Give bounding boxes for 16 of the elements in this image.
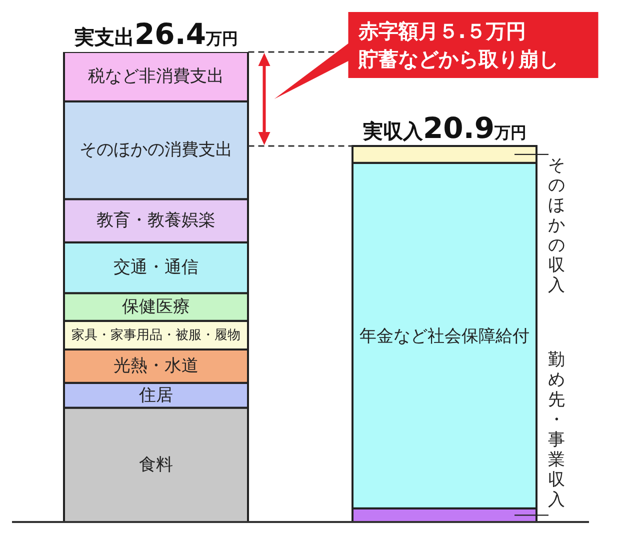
series-label: 光熱・水道 — [114, 356, 198, 376]
series-label: 交通・通信 — [114, 258, 198, 278]
series-label: 住居 — [138, 385, 173, 406]
series-label: そのほかの収入 — [548, 155, 565, 296]
series-label: 勤め先・事業収入 — [548, 350, 565, 510]
annotation: 貯蓄などから取り崩し — [357, 47, 558, 71]
series-label: 税など非消費支出 — [88, 66, 224, 87]
total-label: 実支出26.4万円 — [73, 17, 238, 51]
total-label: 実収入20.9万円 — [362, 111, 527, 145]
series-label: 食料 — [139, 454, 173, 475]
text: 赤字額月５.５万円 — [357, 19, 526, 43]
series-label: 保健医療 — [122, 296, 190, 317]
series-label: そのほかの消費支出 — [80, 140, 232, 160]
series-label: 家具・家事用品・被服・履物 — [72, 326, 240, 343]
series-label: 年金など社会保障給付 — [360, 326, 530, 346]
series-label: 教育・教養娯楽 — [96, 210, 216, 231]
